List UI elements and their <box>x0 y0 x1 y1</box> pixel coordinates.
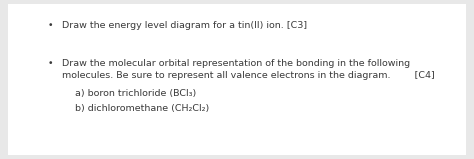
Text: •: • <box>47 21 53 30</box>
Text: Draw the energy level diagram for a tin(II) ion. [C3]: Draw the energy level diagram for a tin(… <box>62 21 307 30</box>
Text: molecules. Be sure to represent all valence electrons in the diagram.        [C4: molecules. Be sure to represent all vale… <box>62 71 435 80</box>
Text: b) dichloromethane (CH₂Cl₂): b) dichloromethane (CH₂Cl₂) <box>75 104 209 113</box>
Text: •: • <box>47 59 53 68</box>
Text: Draw the molecular orbital representation of the bonding in the following: Draw the molecular orbital representatio… <box>62 59 410 68</box>
Text: a) boron trichloride (BCl₃): a) boron trichloride (BCl₃) <box>75 89 196 98</box>
